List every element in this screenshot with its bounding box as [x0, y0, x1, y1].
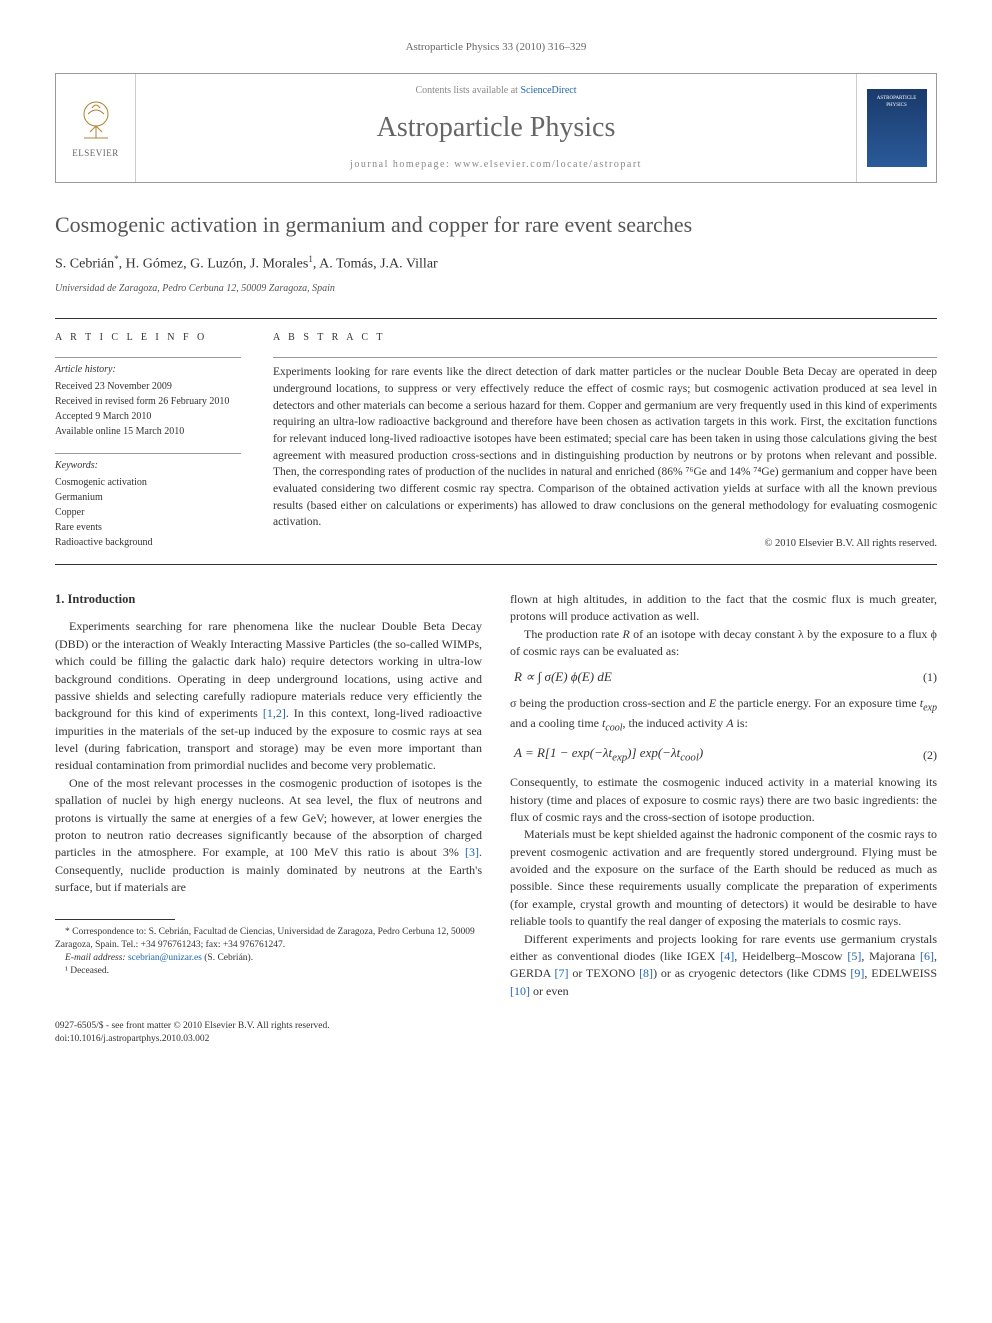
page: Astroparticle Physics 33 (2010) 316–329 … [0, 0, 992, 1087]
footnote-email: E-mail address: scebrian@unizar.es (S. C… [55, 952, 482, 965]
keywords-heading: Keywords: [55, 459, 241, 473]
journal-center: Contents lists available at ScienceDirec… [136, 74, 856, 181]
running-header: Astroparticle Physics 33 (2010) 316–329 [55, 40, 937, 55]
abstract-text: Experiments looking for rare events like… [273, 357, 937, 531]
keyword-item: Copper [55, 505, 241, 520]
reference-link[interactable]: [6] [920, 949, 934, 963]
footnote-separator [55, 919, 175, 920]
history-item: Received in revised form 26 February 201… [55, 394, 241, 409]
body-paragraph: Experiments searching for rare phenomena… [55, 618, 482, 775]
reference-link[interactable]: [5] [847, 949, 861, 963]
reference-link[interactable]: [9] [850, 966, 864, 980]
article-info-column: A R T I C L E I N F O Article history: R… [55, 319, 255, 563]
body-paragraph: One of the most relevant processes in th… [55, 775, 482, 897]
elsevier-tree-icon [72, 96, 120, 144]
body-paragraph: Consequently, to estimate the cosmogenic… [510, 774, 937, 826]
equation-number: (2) [923, 747, 937, 764]
contents-prefix: Contents lists available at [415, 85, 520, 96]
footer-front-matter: 0927-6505/$ - see front matter © 2010 El… [55, 1020, 937, 1033]
reference-link[interactable]: [1,2] [263, 706, 286, 720]
abstract-heading: A B S T R A C T [273, 331, 937, 345]
footnote-deceased: ¹ Deceased. [55, 965, 482, 978]
equation-row: R ∝ ∫ σ(E) ϕ(E) dE (1) [510, 668, 937, 686]
article-title: Cosmogenic activation in germanium and c… [55, 211, 937, 240]
email-link[interactable]: scebrian@unizar.es [128, 953, 202, 963]
journal-cover-thumb: ASTROPARTICLE PHYSICS [856, 74, 936, 181]
reference-link[interactable]: [8] [639, 966, 653, 980]
keyword-item: Radioactive background [55, 535, 241, 550]
body-paragraph: Materials must be kept shielded against … [510, 826, 937, 930]
reference-link[interactable]: [3] [465, 845, 479, 859]
cover-text-top: ASTROPARTICLE [877, 95, 917, 102]
keyword-item: Rare events [55, 520, 241, 535]
journal-name: Astroparticle Physics [377, 108, 616, 147]
page-footer: 0927-6505/$ - see front matter © 2010 El… [55, 1020, 937, 1047]
abstract-column: A B S T R A C T Experiments looking for … [255, 319, 937, 563]
affiliation: Universidad de Zaragoza, Pedro Cerbuna 1… [55, 282, 937, 296]
history-item: Available online 15 March 2010 [55, 424, 241, 439]
body-two-column: 1. Introduction Experiments searching fo… [55, 591, 937, 1000]
abstract-copyright: © 2010 Elsevier B.V. All rights reserved… [273, 537, 937, 552]
publisher-logo: ELSEVIER [56, 74, 136, 181]
equation-1: R ∝ ∫ σ(E) ϕ(E) dE [510, 668, 612, 686]
body-paragraph: Different experiments and projects looki… [510, 931, 937, 1001]
body-paragraph: σ being the production cross-section and… [510, 695, 937, 737]
cover-thumbnail: ASTROPARTICLE PHYSICS [867, 89, 927, 167]
history-item: Received 23 November 2009 [55, 379, 241, 394]
article-history-heading: Article history: [55, 357, 241, 377]
reference-link[interactable]: [10] [510, 984, 530, 998]
body-paragraph: The production rate R of an isotope with… [510, 626, 937, 661]
info-abstract-row: A R T I C L E I N F O Article history: R… [55, 318, 937, 564]
footer-doi: doi:10.1016/j.astropartphys.2010.03.002 [55, 1033, 937, 1046]
keywords-block: Keywords: Cosmogenic activation Germaniu… [55, 453, 241, 550]
authors-line: S. Cebrián*, H. Gómez, G. Luzón, J. Mora… [55, 253, 937, 274]
contents-available-line: Contents lists available at ScienceDirec… [415, 84, 576, 98]
reference-link[interactable]: [4] [720, 949, 734, 963]
journal-homepage: journal homepage: www.elsevier.com/locat… [350, 158, 642, 172]
article-info-heading: A R T I C L E I N F O [55, 331, 241, 345]
journal-header-row: ELSEVIER Contents lists available at Sci… [56, 74, 936, 181]
body-paragraph: flown at high altitudes, in addition to … [510, 591, 937, 626]
equation-number: (1) [923, 669, 937, 686]
email-label: E-mail address: [65, 953, 128, 963]
cover-text-bottom: PHYSICS [886, 102, 907, 109]
journal-header-box: ELSEVIER Contents lists available at Sci… [55, 73, 937, 182]
section-heading-intro: 1. Introduction [55, 591, 482, 609]
email-suffix: (S. Cebrián). [202, 953, 253, 963]
publisher-name: ELSEVIER [72, 147, 119, 160]
sciencedirect-link[interactable]: ScienceDirect [520, 85, 576, 96]
reference-link[interactable]: [7] [555, 966, 569, 980]
footnote-correspondence: * Correspondence to: S. Cebrián, Faculta… [55, 926, 482, 953]
equation-2: A = R[1 − exp(−λtexp)] exp(−λtcool) [510, 744, 703, 766]
keyword-item: Germanium [55, 490, 241, 505]
history-item: Accepted 9 March 2010 [55, 409, 241, 424]
keyword-item: Cosmogenic activation [55, 475, 241, 490]
equation-row: A = R[1 − exp(−λtexp)] exp(−λtcool) (2) [510, 744, 937, 766]
